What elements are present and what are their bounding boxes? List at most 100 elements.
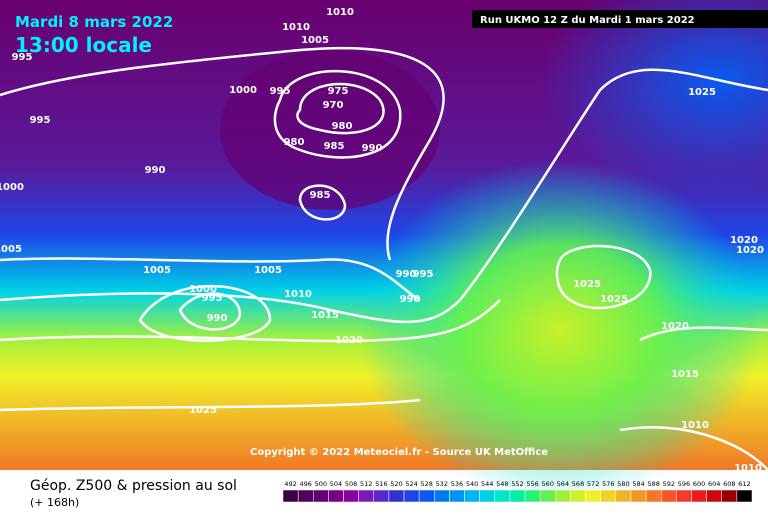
- scale-label: 548: [496, 480, 508, 488]
- scale-swatch: [570, 489, 586, 503]
- scale-swatch: [388, 489, 405, 503]
- scale-label: 528: [421, 480, 433, 488]
- copyright: Copyright © 2022 Meteociel.fr - Source U…: [250, 447, 548, 458]
- scale-swatch: [706, 489, 722, 503]
- isobar-label: 1025: [189, 405, 217, 416]
- scale-label: 568: [572, 480, 584, 488]
- isobar-label: 1025: [573, 279, 601, 290]
- isobar-label: 1005: [0, 244, 22, 255]
- legend-lead: (+ 168h): [30, 496, 79, 509]
- field: [220, 50, 440, 210]
- scale-label: 516: [375, 480, 387, 488]
- time: 13:00 locale: [15, 33, 152, 57]
- isobar-label: 985: [310, 190, 331, 201]
- scale-swatch: [676, 489, 692, 503]
- scale-label: 604: [708, 480, 720, 488]
- isobar-label: 995: [270, 86, 291, 97]
- isobar-label: 1020: [730, 235, 758, 246]
- scale-swatch: [479, 489, 496, 503]
- isobar-label: 1005: [254, 265, 282, 276]
- scale-swatch: [615, 489, 632, 503]
- scale-swatch: [555, 489, 571, 503]
- scale-label: 560: [542, 480, 554, 488]
- isobar-label: 1000: [189, 284, 217, 295]
- isobar-label: 990: [396, 269, 417, 280]
- scale-label: 544: [481, 480, 493, 488]
- isobar-label: 1010: [734, 463, 762, 474]
- isobar-label: 1020: [661, 321, 689, 332]
- isobar-label: 1015: [311, 310, 339, 321]
- scale-swatch: [721, 489, 738, 503]
- isobar-label: 1005: [301, 35, 329, 46]
- field: [360, 160, 760, 500]
- isobar-label: 990: [145, 165, 166, 176]
- isobar-label: 995: [413, 269, 434, 280]
- scale-swatch: [434, 489, 450, 503]
- scale-label: 532: [436, 480, 448, 488]
- scale-label: 536: [451, 480, 463, 488]
- isobar-label: 980: [332, 121, 353, 132]
- scale-swatch: [494, 489, 511, 503]
- isobar-label: 980: [284, 137, 305, 148]
- scale-label: 588: [647, 480, 659, 488]
- isobar-label: 1000: [229, 85, 257, 96]
- scale-label: 592: [663, 480, 675, 488]
- scale-swatch: [403, 489, 420, 503]
- isobar-label: 995: [202, 293, 223, 304]
- scale-label: 612: [738, 480, 750, 488]
- scale-label: 576: [602, 480, 614, 488]
- scale-label: 580: [617, 480, 629, 488]
- scale-swatch: [282, 489, 299, 503]
- scale-swatch: [464, 489, 480, 503]
- isobar-label: 1000: [0, 182, 24, 193]
- scale-swatch: [449, 489, 465, 503]
- isobar-label: 975: [328, 86, 349, 97]
- scale-swatch: [328, 489, 344, 503]
- isobar-label: 970: [323, 100, 344, 111]
- scale-label: 500: [315, 480, 327, 488]
- scale-swatch: [297, 489, 314, 503]
- scale-label: 552: [511, 480, 523, 488]
- isobar-label: 1020: [736, 245, 764, 256]
- scale-swatch: [373, 489, 390, 503]
- scale-swatch: [313, 489, 329, 503]
- isobar-label: 1025: [688, 87, 716, 98]
- isobar-label: 1010: [326, 7, 354, 18]
- run-box: [472, 10, 768, 28]
- isobar-label: 1010: [681, 420, 709, 431]
- isobar-label: 995: [30, 115, 51, 126]
- legend-title: Géop. Z500 & pression au sol: [30, 478, 237, 494]
- scale-label: 496: [299, 480, 311, 488]
- scale-label: 584: [632, 480, 644, 488]
- isobar-label: 1025: [600, 294, 628, 305]
- scale-label: 564: [557, 480, 569, 488]
- scale-swatch: [418, 489, 435, 503]
- scale-label: 540: [466, 480, 478, 488]
- scale-swatch: [509, 489, 526, 503]
- scale-label: 492: [284, 480, 296, 488]
- scale-swatch: [736, 489, 753, 503]
- scale-label: 600: [693, 480, 705, 488]
- isobar-label: 985: [324, 141, 345, 152]
- scale-swatch: [539, 489, 556, 503]
- isobar-label: 990: [362, 143, 383, 154]
- scale-swatch: [691, 489, 707, 503]
- run-info: Run UKMO 12 Z du Mardi 1 mars 2022: [480, 15, 695, 26]
- scale-label: 596: [678, 480, 690, 488]
- scale-swatch: [645, 489, 662, 503]
- isobar-label: 1020: [335, 335, 363, 346]
- scale-label: 556: [526, 480, 538, 488]
- scale-label: 524: [405, 480, 417, 488]
- isobar-label: 995: [12, 52, 33, 63]
- scale-label: 504: [330, 480, 342, 488]
- scale-swatch: [630, 489, 647, 503]
- scale-label: 512: [360, 480, 372, 488]
- isobar-label: 1005: [143, 265, 171, 276]
- scale-label: 572: [587, 480, 599, 488]
- isobar-label: 1015: [671, 369, 699, 380]
- isobar-label: 1010: [284, 289, 312, 300]
- scale-label: 520: [390, 480, 402, 488]
- scale-swatch: [358, 489, 375, 503]
- scale-label: 508: [345, 480, 357, 488]
